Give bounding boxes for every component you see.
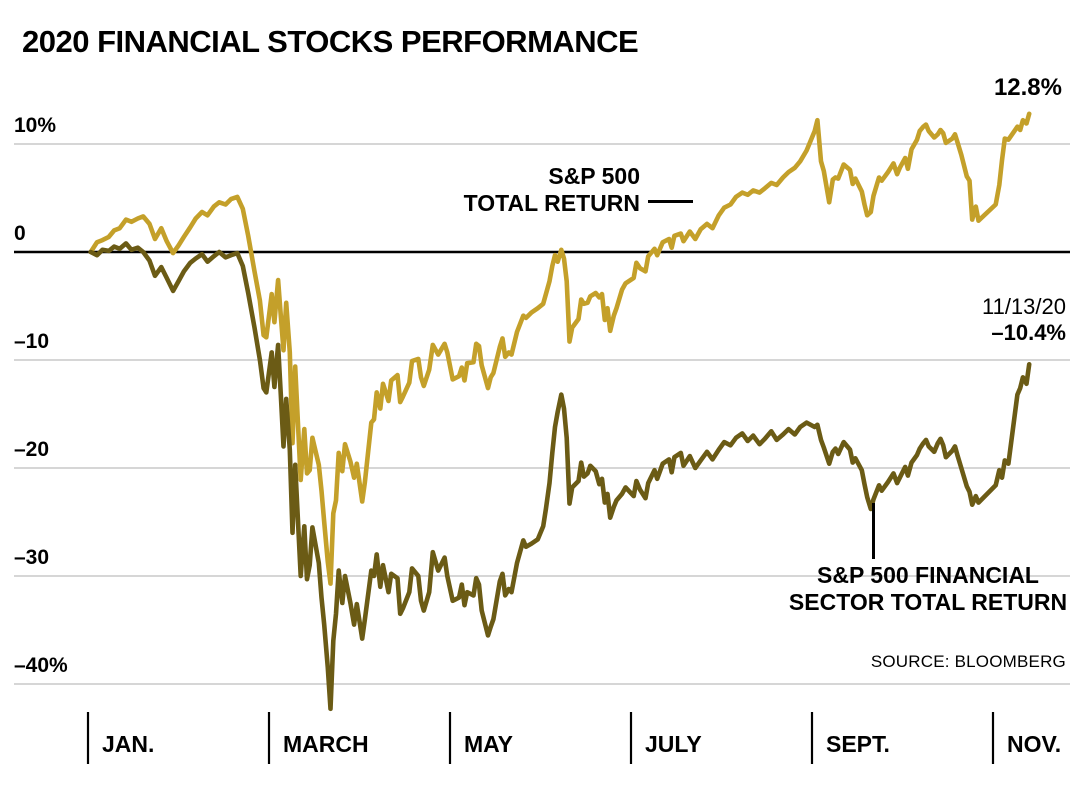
y-axis-label: 10% [14, 114, 57, 137]
financial-series-line [88, 241, 1032, 712]
sp500-series-line [88, 111, 1032, 586]
chart-title: 2020 FINANCIAL STOCKS PERFORMANCE [22, 24, 639, 59]
x-axis-label: SEPT. [826, 731, 890, 757]
x-axis-label: NOV. [1007, 731, 1062, 757]
financial-label-line1: S&P 500 FINANCIAL [817, 562, 1039, 588]
financial-series-label: S&P 500 FINANCIAL SECTOR TOTAL RETURN [788, 562, 1068, 616]
source-credit: SOURCE: BLOOMBERG [870, 652, 1066, 671]
y-axis-label: –20 [14, 438, 50, 461]
x-axis-label: MARCH [283, 731, 369, 757]
x-axis-label: JULY [645, 731, 702, 757]
financial-end-annotation: 11/13/20 –10.4% [982, 294, 1066, 346]
sp500-label-line2: TOTAL RETURN [463, 190, 640, 216]
end-date: 11/13/20 [981, 294, 1066, 319]
sp500-label-pointer-line [648, 200, 693, 203]
y-axis-label: –40% [14, 654, 68, 677]
sp500-series-label: S&P 500 TOTAL RETURN [440, 163, 640, 217]
x-axis-label: MAY [464, 731, 513, 757]
financial-end-value: –10.4% [991, 320, 1066, 345]
sp500-end-value: 12.8% [993, 74, 1062, 101]
sp500-label-line1: S&P 500 [548, 163, 640, 189]
y-axis-label: –30 [14, 546, 50, 569]
y-axis-label: –10 [14, 330, 50, 353]
financial-label-line2: SECTOR TOTAL RETURN [788, 589, 1068, 615]
y-axis-label: 0 [14, 222, 26, 245]
x-axis-label: JAN. [102, 731, 155, 757]
financial-label-pointer-line [872, 503, 875, 559]
